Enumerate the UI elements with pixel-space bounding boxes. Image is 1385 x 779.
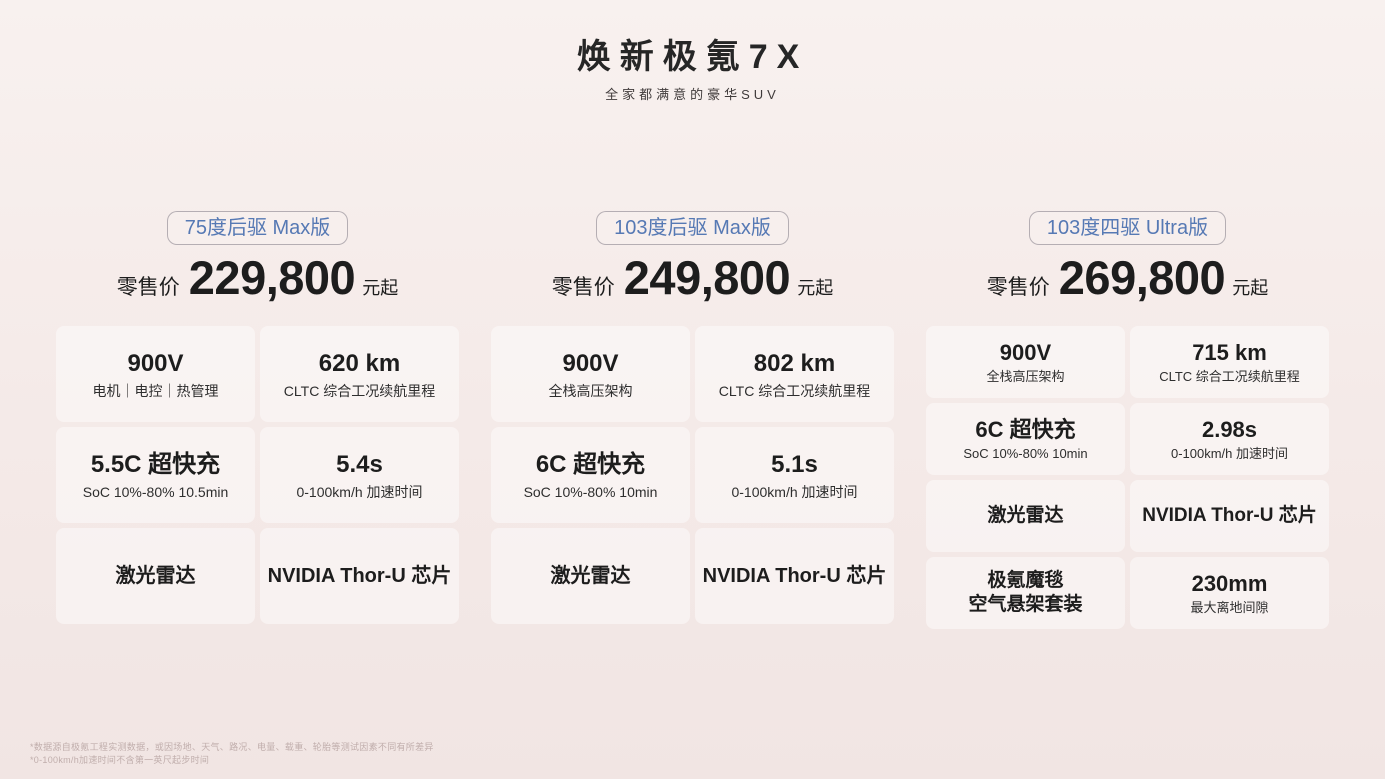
spec-card: 900V 电机｜电控｜热管理 [56, 326, 255, 422]
spec-card-label: 0-100km/h 加速时间 [1170, 446, 1289, 462]
spec-card-value: 5.4s [336, 450, 383, 478]
footnote-line: *数据源自极氪工程实测数据，或因场地、天气、路况、电量、载重、轮胎等测试因素不同… [30, 741, 434, 752]
spec-card: 620 km CLTC 综合工况续航里程 [260, 326, 459, 422]
price-value: 269,800 [1058, 251, 1226, 304]
spec-card: NVIDIA Thor-U 芯片 [260, 528, 459, 624]
spec-card-value: 激光雷达 [115, 564, 196, 587]
spec-card: 5.5C 超快充 SoC 10%-80% 10.5min [56, 427, 255, 523]
price-suffix: 元起 [362, 278, 399, 298]
price-row: 零售价 269,800 元起 [987, 254, 1268, 301]
spec-card: 2.98s 0-100km/h 加速时间 [1130, 403, 1329, 475]
spec-card-value: 620 km [318, 349, 401, 377]
spec-card: NVIDIA Thor-U 芯片 [695, 528, 894, 624]
spec-card-label: 全栈高压架构 [986, 369, 1065, 385]
price-value: 249,800 [623, 251, 791, 304]
spec-card-label: CLTC 综合工况续航里程 [283, 382, 436, 399]
spec-card: 激光雷达 [491, 528, 690, 624]
spec-card: 5.1s 0-100km/h 加速时间 [695, 427, 894, 523]
spec-card-value: 激光雷达 [550, 564, 631, 587]
footnote-line: *0-100km/h加速时间不含第一英尺起步时间 [30, 754, 210, 765]
price-suffix: 元起 [797, 278, 834, 298]
spec-card-label: SoC 10%-80% 10min [963, 446, 1088, 462]
trim-column-103-max: 103度后驱 Max版 零售价 249,800 元起 900V 全栈高压架构 8… [491, 211, 895, 629]
spec-card-value: 6C 超快充 [975, 416, 1076, 442]
spec-card-value: 2.98s [1201, 416, 1258, 442]
spec-card: 715 km CLTC 综合工况续航里程 [1130, 326, 1329, 398]
spec-card-value: NVIDIA Thor-U 芯片 [702, 564, 887, 587]
price-prefix: 零售价 [986, 276, 1050, 299]
spec-card-value: 900V [127, 349, 184, 377]
spec-card-label: 全栈高压架构 [548, 382, 633, 399]
spec-card-grid: 900V 全栈高压架构 802 km CLTC 综合工况续航里程 6C 超快充 … [491, 326, 894, 624]
spec-card-label: CLTC 综合工况续航里程 [1159, 369, 1300, 385]
spec-card-label: 电机｜电控｜热管理 [92, 382, 219, 399]
trim-badge: 103度后驱 Max版 [596, 211, 789, 245]
spec-card-value: 230mm [1191, 570, 1268, 596]
price-row: 零售价 229,800 元起 [117, 254, 398, 301]
spec-card: 6C 超快充 SoC 10%-80% 10min [491, 427, 690, 523]
spec-card-grid: 900V 全栈高压架构 715 km CLTC 综合工况续航里程 6C 超快充 … [926, 326, 1329, 629]
spec-card-label: SoC 10%-80% 10.5min [82, 483, 229, 500]
spec-card-value: 6C 超快充 [535, 450, 646, 478]
spec-card: 5.4s 0-100km/h 加速时间 [260, 427, 459, 523]
page-title: 焕新极氪7X [576, 38, 809, 76]
spec-card-value: 激光雷达 [987, 505, 1064, 527]
spec-card-label: 最大离地间隙 [1190, 600, 1269, 616]
spec-card: 900V 全栈高压架构 [926, 326, 1125, 398]
spec-card-value: 5.1s [771, 450, 818, 478]
price-prefix: 零售价 [551, 276, 615, 299]
spec-card: 激光雷达 [56, 528, 255, 624]
spec-card-label: 0-100km/h 加速时间 [296, 483, 423, 500]
spec-card-value: NVIDIA Thor-U 芯片 [267, 564, 452, 587]
spec-card-value: 802 km [753, 349, 836, 377]
header: 焕新极氪7X 全家都满意的豪华SUV [0, 0, 1385, 101]
spec-card-value: 5.5C 超快充 [90, 450, 221, 478]
spec-card: 230mm 最大离地间隙 [1130, 557, 1329, 629]
trim-badge: 75度后驱 Max版 [166, 211, 349, 245]
price-prefix: 零售价 [116, 276, 180, 299]
spec-card: 激光雷达 [926, 480, 1125, 552]
spec-card: 900V 全栈高压架构 [491, 326, 690, 422]
trim-column-75-max: 75度后驱 Max版 零售价 229,800 元起 900V 电机｜电控｜热管理… [56, 211, 460, 629]
spec-card-value: 900V [999, 339, 1052, 365]
spec-card: 802 km CLTC 综合工况续航里程 [695, 326, 894, 422]
page-subtitle: 全家都满意的豪华SUV [605, 87, 780, 102]
price-row: 零售价 249,800 元起 [552, 254, 833, 301]
spec-card-value: 900V [562, 349, 619, 377]
price-suffix: 元起 [1232, 278, 1269, 298]
footnotes: *数据源自极氪工程实测数据，或因场地、天气、路况、电量、载重、轮胎等测试因素不同… [30, 741, 434, 767]
spec-card: 6C 超快充 SoC 10%-80% 10min [926, 403, 1125, 475]
trim-column-103-ultra: 103度四驱 Ultra版 零售价 269,800 元起 900V 全栈高压架构… [926, 211, 1330, 629]
spec-card-value: 极氪魔毯 空气悬架套装 [968, 570, 1083, 615]
price-value: 229,800 [188, 251, 356, 304]
trim-columns: 75度后驱 Max版 零售价 229,800 元起 900V 电机｜电控｜热管理… [0, 211, 1385, 629]
spec-card-value: 715 km [1192, 339, 1267, 365]
spec-card-label: CLTC 综合工况续航里程 [718, 382, 871, 399]
spec-card: 极氪魔毯 空气悬架套装 [926, 557, 1125, 629]
spec-card-label: 0-100km/h 加速时间 [731, 483, 858, 500]
spec-card: NVIDIA Thor-U 芯片 [1130, 480, 1329, 552]
spec-card-label: SoC 10%-80% 10min [523, 483, 658, 500]
spec-card-value: NVIDIA Thor-U 芯片 [1142, 505, 1317, 527]
trim-badge: 103度四驱 Ultra版 [1028, 211, 1227, 245]
spec-card-grid: 900V 电机｜电控｜热管理 620 km CLTC 综合工况续航里程 5.5C… [56, 326, 459, 624]
